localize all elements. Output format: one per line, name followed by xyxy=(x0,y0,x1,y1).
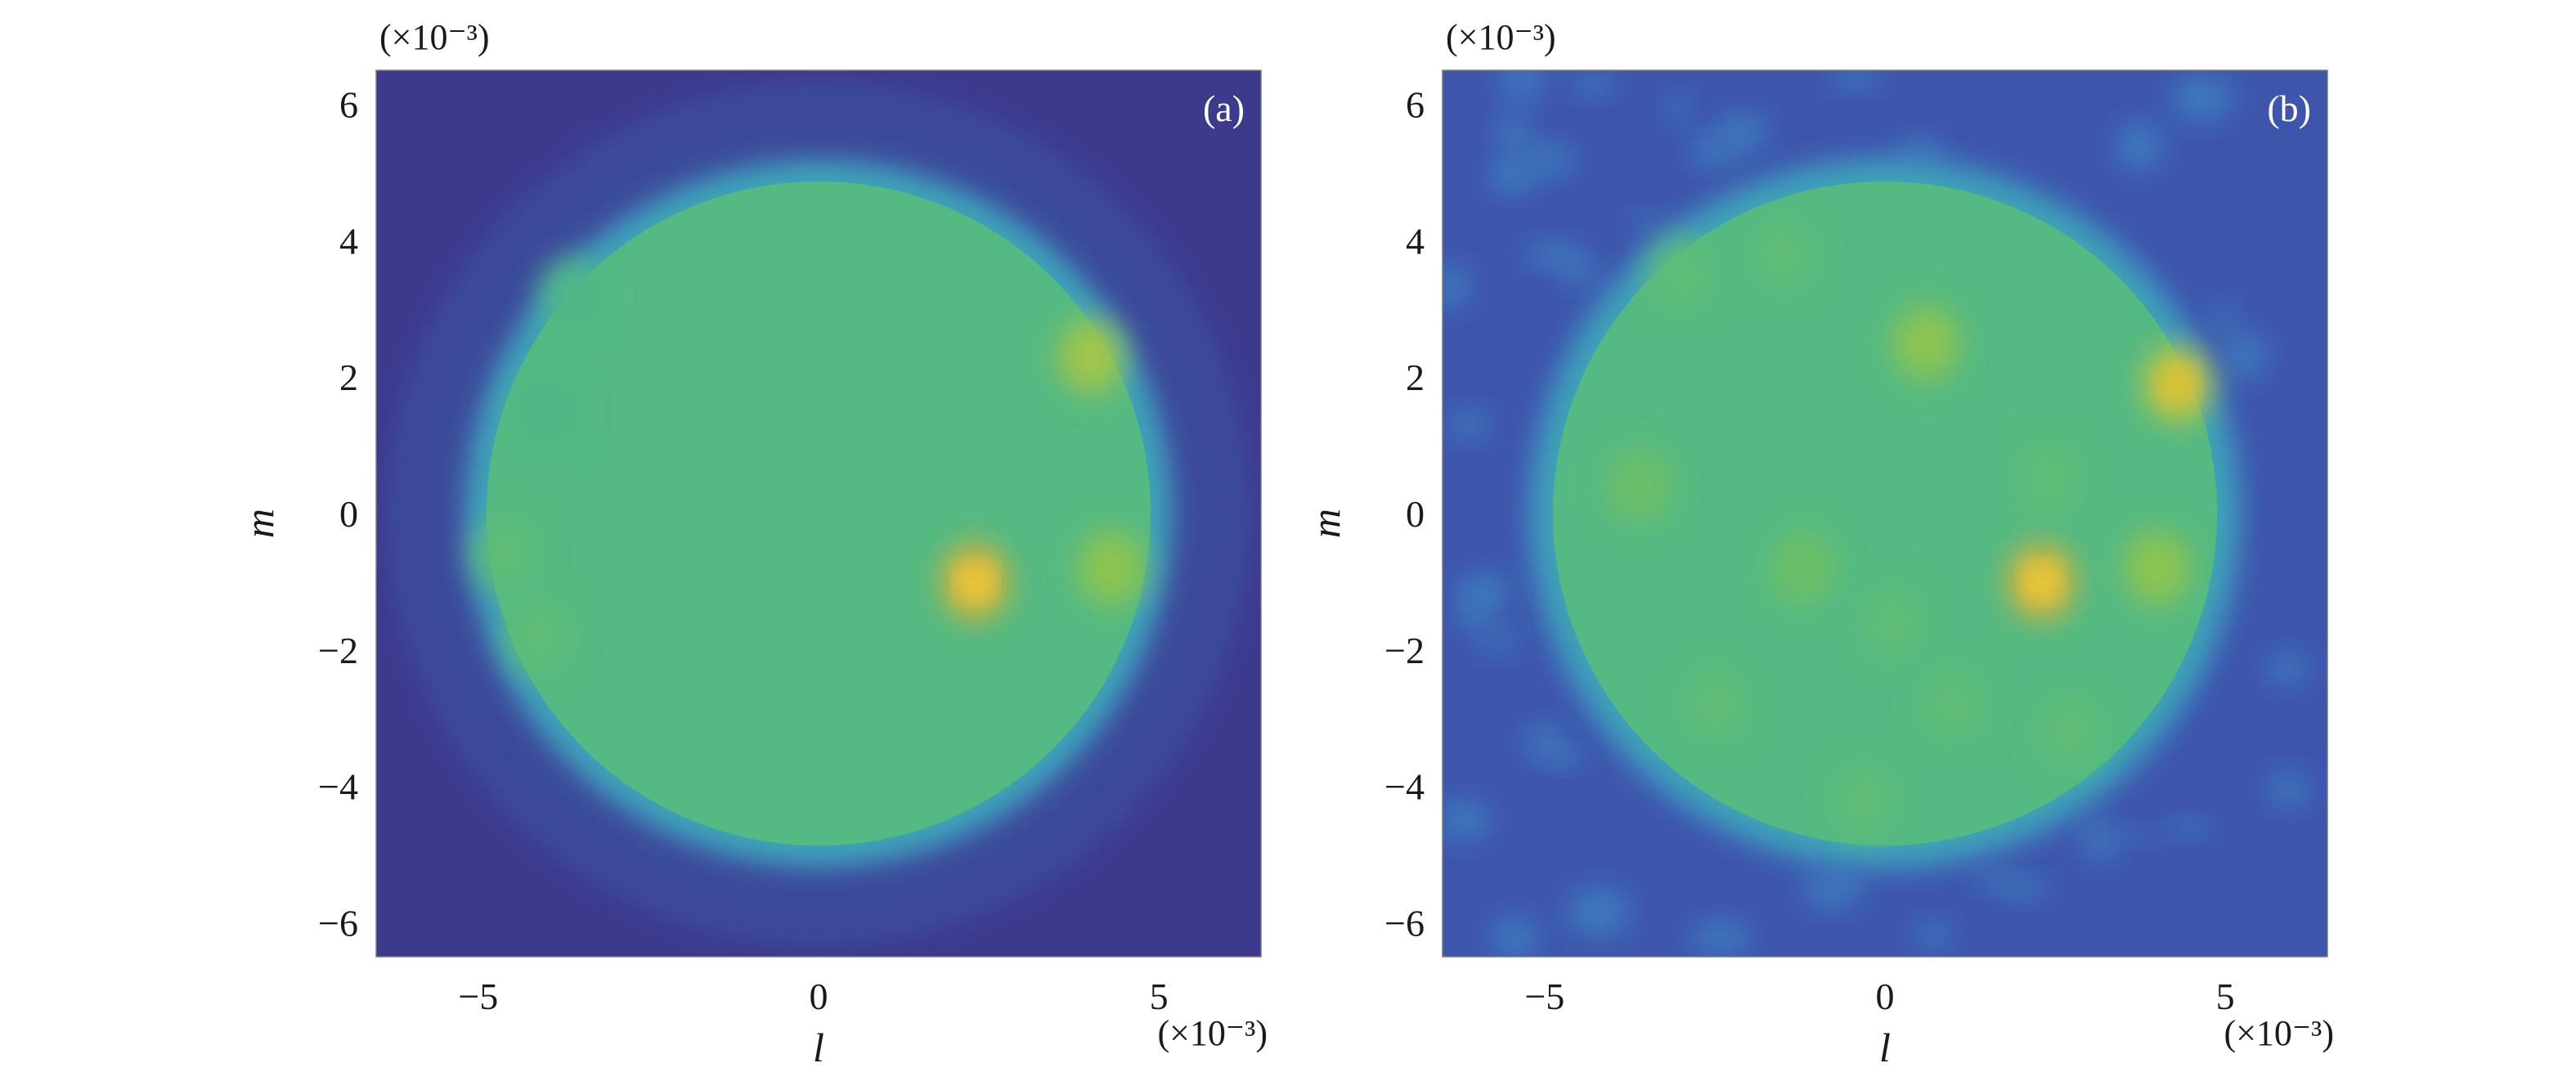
panel-a: −5 0 5 6 4 2 0 −2 −4 −6 l m (×10⁻³) (×10⁻³) (a) xyxy=(236,17,1268,1070)
hotspot xyxy=(1750,217,1816,293)
background-speckle xyxy=(1572,70,1614,96)
y-tick-label: 0 xyxy=(339,493,358,535)
background-speckle xyxy=(2268,771,2309,806)
hotspot xyxy=(2015,442,2081,518)
plot-frame xyxy=(375,70,1262,958)
background-speckle xyxy=(2267,652,2309,685)
background-speckle xyxy=(1631,211,1662,230)
background-speckle xyxy=(1914,921,1952,950)
y-axis-title: m xyxy=(1303,509,1349,538)
y-tick-label: 6 xyxy=(339,84,358,126)
background-speckle xyxy=(1497,166,1524,186)
source-disk xyxy=(486,181,1151,846)
heatmap-area xyxy=(1443,70,2327,957)
background-speckle xyxy=(1689,921,1753,954)
y-tick-label: 2 xyxy=(1406,357,1425,398)
background-speckle xyxy=(2223,331,2266,380)
background-speckle xyxy=(2170,76,2233,121)
x-tick-label: 5 xyxy=(2216,976,2235,1017)
y-scale-multiplier: (×10⁻³) xyxy=(1446,17,1556,57)
x-scale-multiplier: (×10⁻³) xyxy=(1157,1013,1268,1053)
background-speckle xyxy=(1560,258,1598,286)
x-tick-label: −5 xyxy=(1524,976,1564,1017)
x-axis-title: l xyxy=(813,1025,824,1070)
y-tick-label: −6 xyxy=(318,902,358,944)
y-tick-label: −6 xyxy=(1384,902,1425,944)
y-tick-label: −2 xyxy=(1384,630,1425,671)
background-speckle xyxy=(1830,70,1882,90)
hotspot xyxy=(541,258,607,334)
x-axis-title: l xyxy=(1879,1025,1891,1070)
hotspot xyxy=(2124,530,2190,606)
background-speckle xyxy=(1800,872,1865,908)
y-tick-label: 4 xyxy=(1406,220,1425,262)
background-speckle xyxy=(1542,748,1584,769)
hotspot xyxy=(2035,693,2102,769)
background-speckle xyxy=(1443,266,1471,307)
x-tick-label: 0 xyxy=(1876,976,1895,1017)
hotspot xyxy=(1770,530,1837,606)
hotspot xyxy=(1078,530,1144,606)
background-speckle xyxy=(1496,113,1530,159)
background-speckle xyxy=(2116,121,2163,171)
hotspot xyxy=(1607,448,1673,524)
hotspot xyxy=(1681,666,1748,742)
sidelobe-ring xyxy=(397,92,1240,935)
hotspot-peak xyxy=(2164,370,2191,397)
plot-frame xyxy=(1442,70,2328,958)
hotspot xyxy=(1057,319,1124,395)
panel-label: (b) xyxy=(2267,87,2311,129)
hotspot xyxy=(1859,585,1925,661)
background-speckle xyxy=(1458,593,1489,631)
background-speckle xyxy=(1974,870,2015,890)
hotspot xyxy=(1892,305,1959,381)
hotspot xyxy=(1832,762,1898,838)
background-speckle xyxy=(2082,819,2117,861)
background-speckle xyxy=(1492,916,1538,957)
hotspot xyxy=(514,373,580,449)
x-scale-multiplier: (×10⁻³) xyxy=(2224,1013,2334,1053)
y-tick-label: 2 xyxy=(339,357,358,398)
background-speckle xyxy=(1524,724,1566,757)
background-speckle xyxy=(1523,143,1575,177)
background-speckle xyxy=(1447,410,1490,439)
hotspot-peak xyxy=(2028,568,2055,595)
y-tick-label: 4 xyxy=(339,220,358,262)
y-tick-label: 0 xyxy=(1406,493,1425,535)
hotspot xyxy=(1920,666,1986,742)
hotspot-peak xyxy=(962,568,989,595)
hotspot xyxy=(473,517,539,593)
background-speckle xyxy=(1567,888,1631,937)
background-speckle xyxy=(1667,95,1690,123)
x-tick-label: 5 xyxy=(1150,976,1169,1017)
y-tick-label: −2 xyxy=(318,630,358,671)
hotspot xyxy=(1648,237,1714,313)
y-tick-label: −4 xyxy=(1384,766,1425,808)
x-tick-label: −5 xyxy=(458,976,498,1017)
panel-label: (a) xyxy=(1203,87,1245,129)
background-speckle xyxy=(1688,137,1738,167)
background-speckle xyxy=(2210,303,2237,331)
y-tick-label: 6 xyxy=(1406,84,1425,126)
y-scale-multiplier: (×10⁻³) xyxy=(379,17,490,57)
background-speckle xyxy=(2127,827,2157,844)
background-speckle xyxy=(1443,800,1491,840)
y-axis-title: m xyxy=(236,509,282,538)
sidelobe-ring xyxy=(431,126,1206,901)
y-tick-label: −4 xyxy=(318,766,358,808)
hotspot xyxy=(506,599,572,675)
background-speckle xyxy=(2166,819,2211,837)
panel-b: −5 0 5 6 4 2 0 −2 −4 −6 l m (×10⁻³) (×10⁻³) (b) xyxy=(1303,17,2334,1070)
background-speckle xyxy=(1483,628,1516,655)
background-speckle xyxy=(1523,240,1584,267)
background-speckle xyxy=(1500,70,1543,101)
heatmap-area xyxy=(376,70,1261,957)
x-tick-label: 0 xyxy=(810,976,828,1017)
